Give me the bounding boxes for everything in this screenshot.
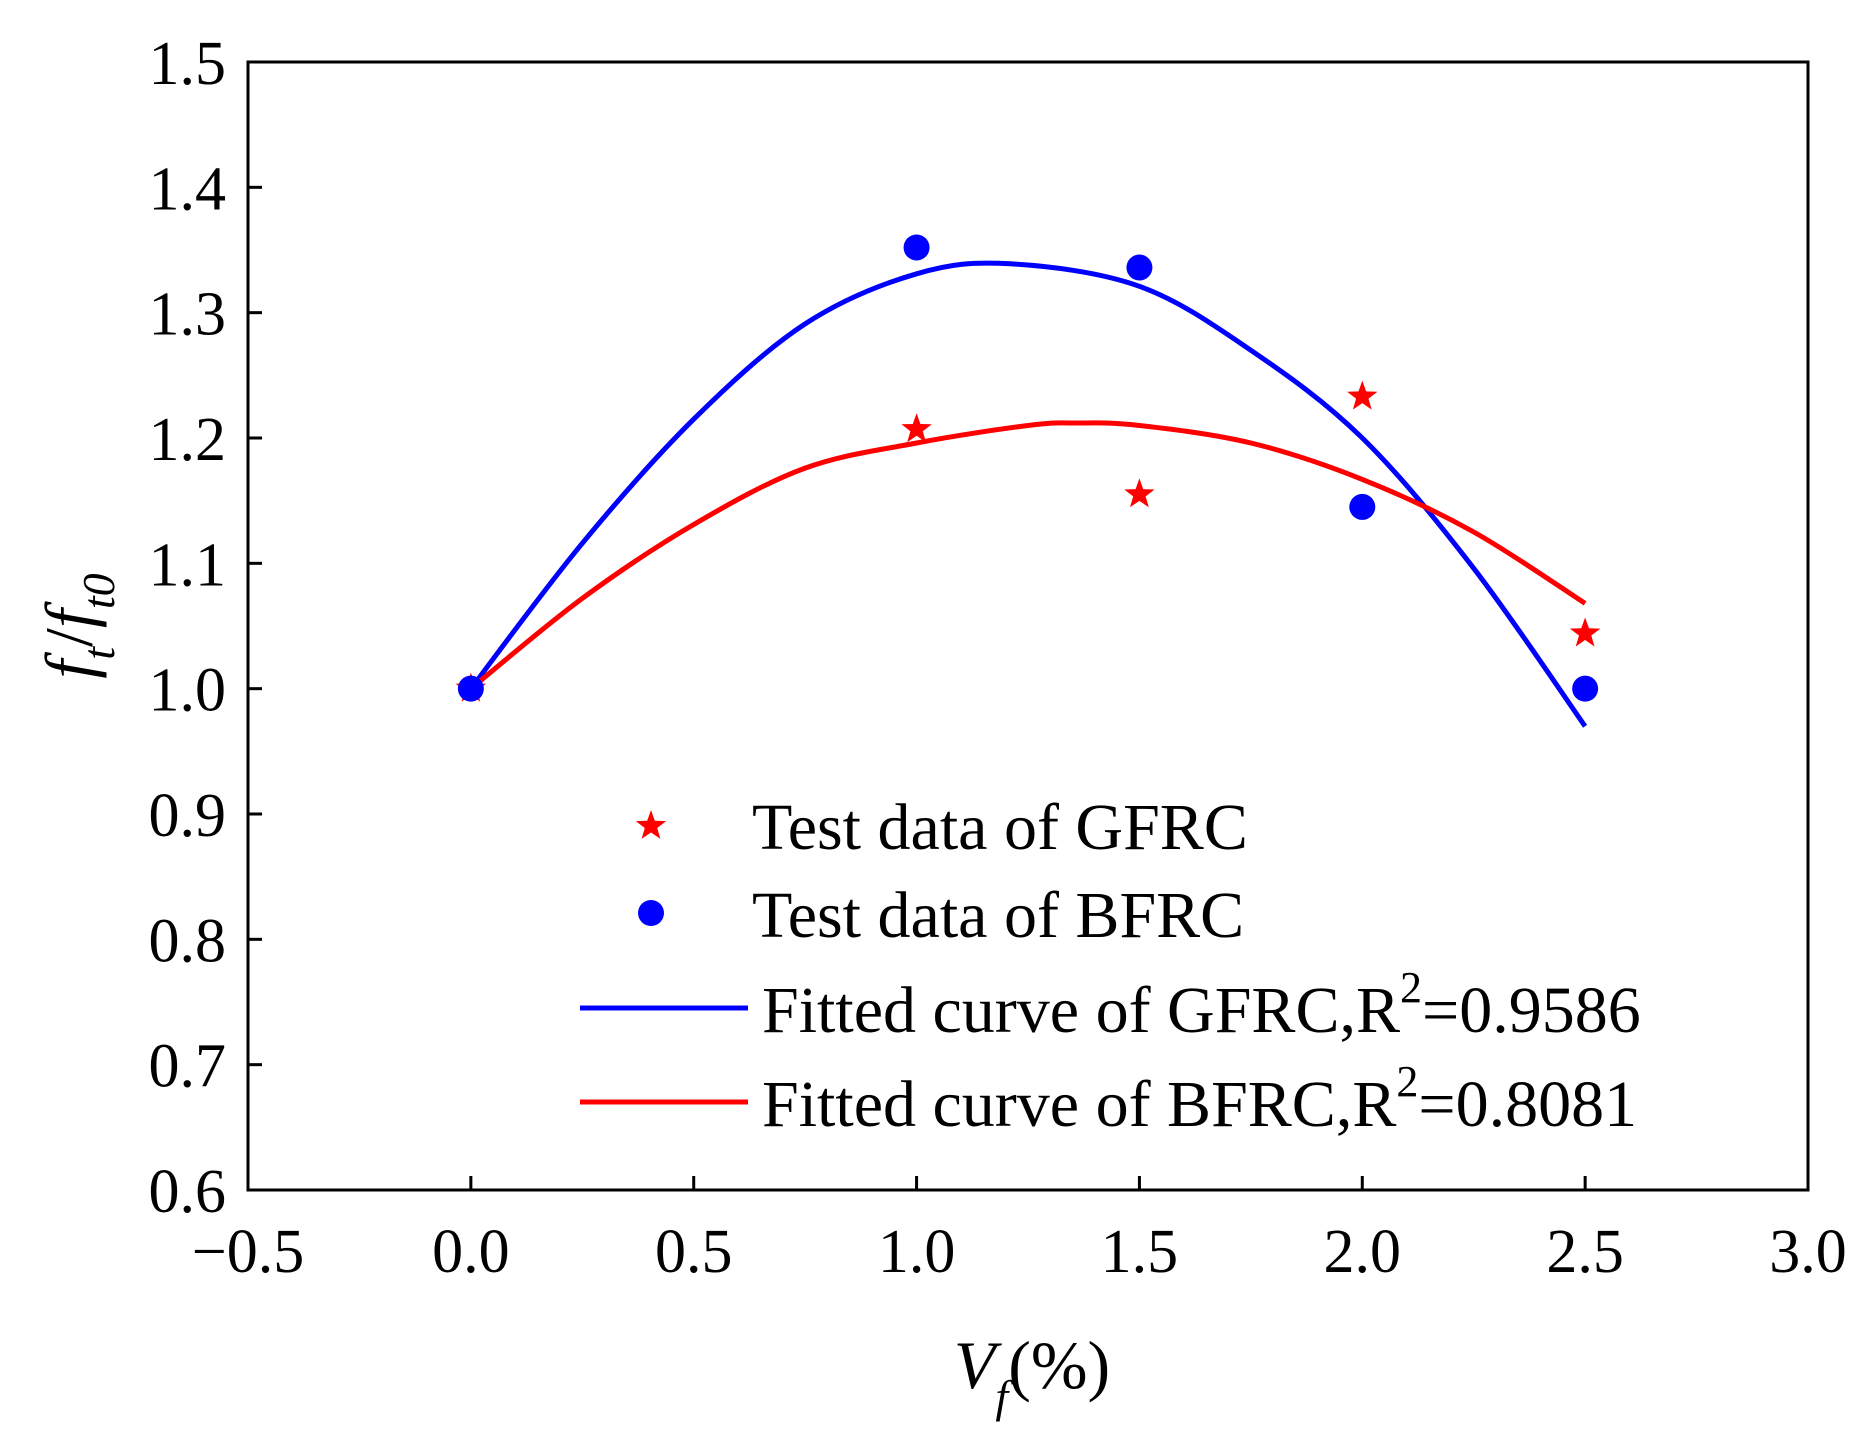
x-tick-label: 0.0 — [432, 1218, 510, 1286]
fitted-curves — [468, 260, 1588, 728]
fit-line-3 — [469, 420, 1587, 691]
x-axis-title: Vf(%) — [954, 1327, 1110, 1422]
y-tick-label: 1.4 — [149, 155, 227, 223]
y-tick-label: 1.5 — [149, 30, 227, 98]
x-tick-label: 3.0 — [1769, 1218, 1847, 1286]
gfrc-point — [1347, 380, 1378, 410]
x-tick-label: 2.0 — [1324, 1218, 1402, 1286]
y-tick-label: 1.0 — [149, 657, 227, 725]
legend: Test data of GFRC Test data of BFRC Fitt… — [580, 791, 1641, 1141]
y-tick-label: 0.7 — [149, 1033, 227, 1101]
y-axis-title: ft/ft0 — [31, 573, 124, 678]
gfrc-point — [901, 413, 932, 443]
x-tick-label: 2.5 — [1546, 1218, 1624, 1286]
gfrc-point — [1569, 617, 1601, 647]
legend-label-gfrc-test: Test data of GFRC — [752, 791, 1248, 864]
y-tick-label: 0.6 — [149, 1158, 227, 1226]
axis-ticks — [246, 60, 1810, 1192]
x-tick-label: −0.5 — [192, 1218, 304, 1286]
y-tick-label: 1.3 — [149, 281, 227, 349]
bfrc-point — [903, 234, 930, 261]
legend-label-bfrc-test: Test data of BFRC — [752, 879, 1244, 952]
x-tick-label: 0.5 — [655, 1218, 733, 1286]
y-tick-label: 1.2 — [149, 406, 227, 474]
data-points — [455, 234, 1601, 702]
bfrc-point — [1349, 493, 1376, 520]
x-tick-labels: −0.5 0.0 0.5 1.0 1.5 2.0 2.5 3.0 — [192, 1218, 1847, 1286]
legend-marker-bfrc-circle — [638, 900, 664, 926]
bfrc-point — [457, 675, 484, 702]
legend-label-gfrc-fit: Fitted curve of GFRC,R2=0.9586 — [762, 963, 1641, 1047]
y-tick-labels: 0.6 0.7 0.8 0.9 1.0 1.1 1.2 1.3 1.4 1.5 — [149, 30, 227, 1226]
legend-marker-gfrc-star — [635, 810, 667, 839]
gfrc-point — [1124, 478, 1155, 508]
y-tick-label: 0.9 — [149, 782, 227, 850]
y-tick-label: 0.8 — [149, 907, 227, 975]
bfrc-point — [1126, 254, 1153, 281]
bfrc-point — [1572, 675, 1599, 702]
fit-line-2 — [468, 260, 1588, 728]
plot-frame — [246, 60, 1810, 1192]
x-tick-label: 1.5 — [1101, 1218, 1179, 1286]
legend-label-bfrc-fit: Fitted curve of BFRC,R2=0.8081 — [762, 1057, 1637, 1141]
y-tick-label: 1.1 — [149, 531, 227, 599]
x-tick-label: 1.0 — [878, 1218, 956, 1286]
